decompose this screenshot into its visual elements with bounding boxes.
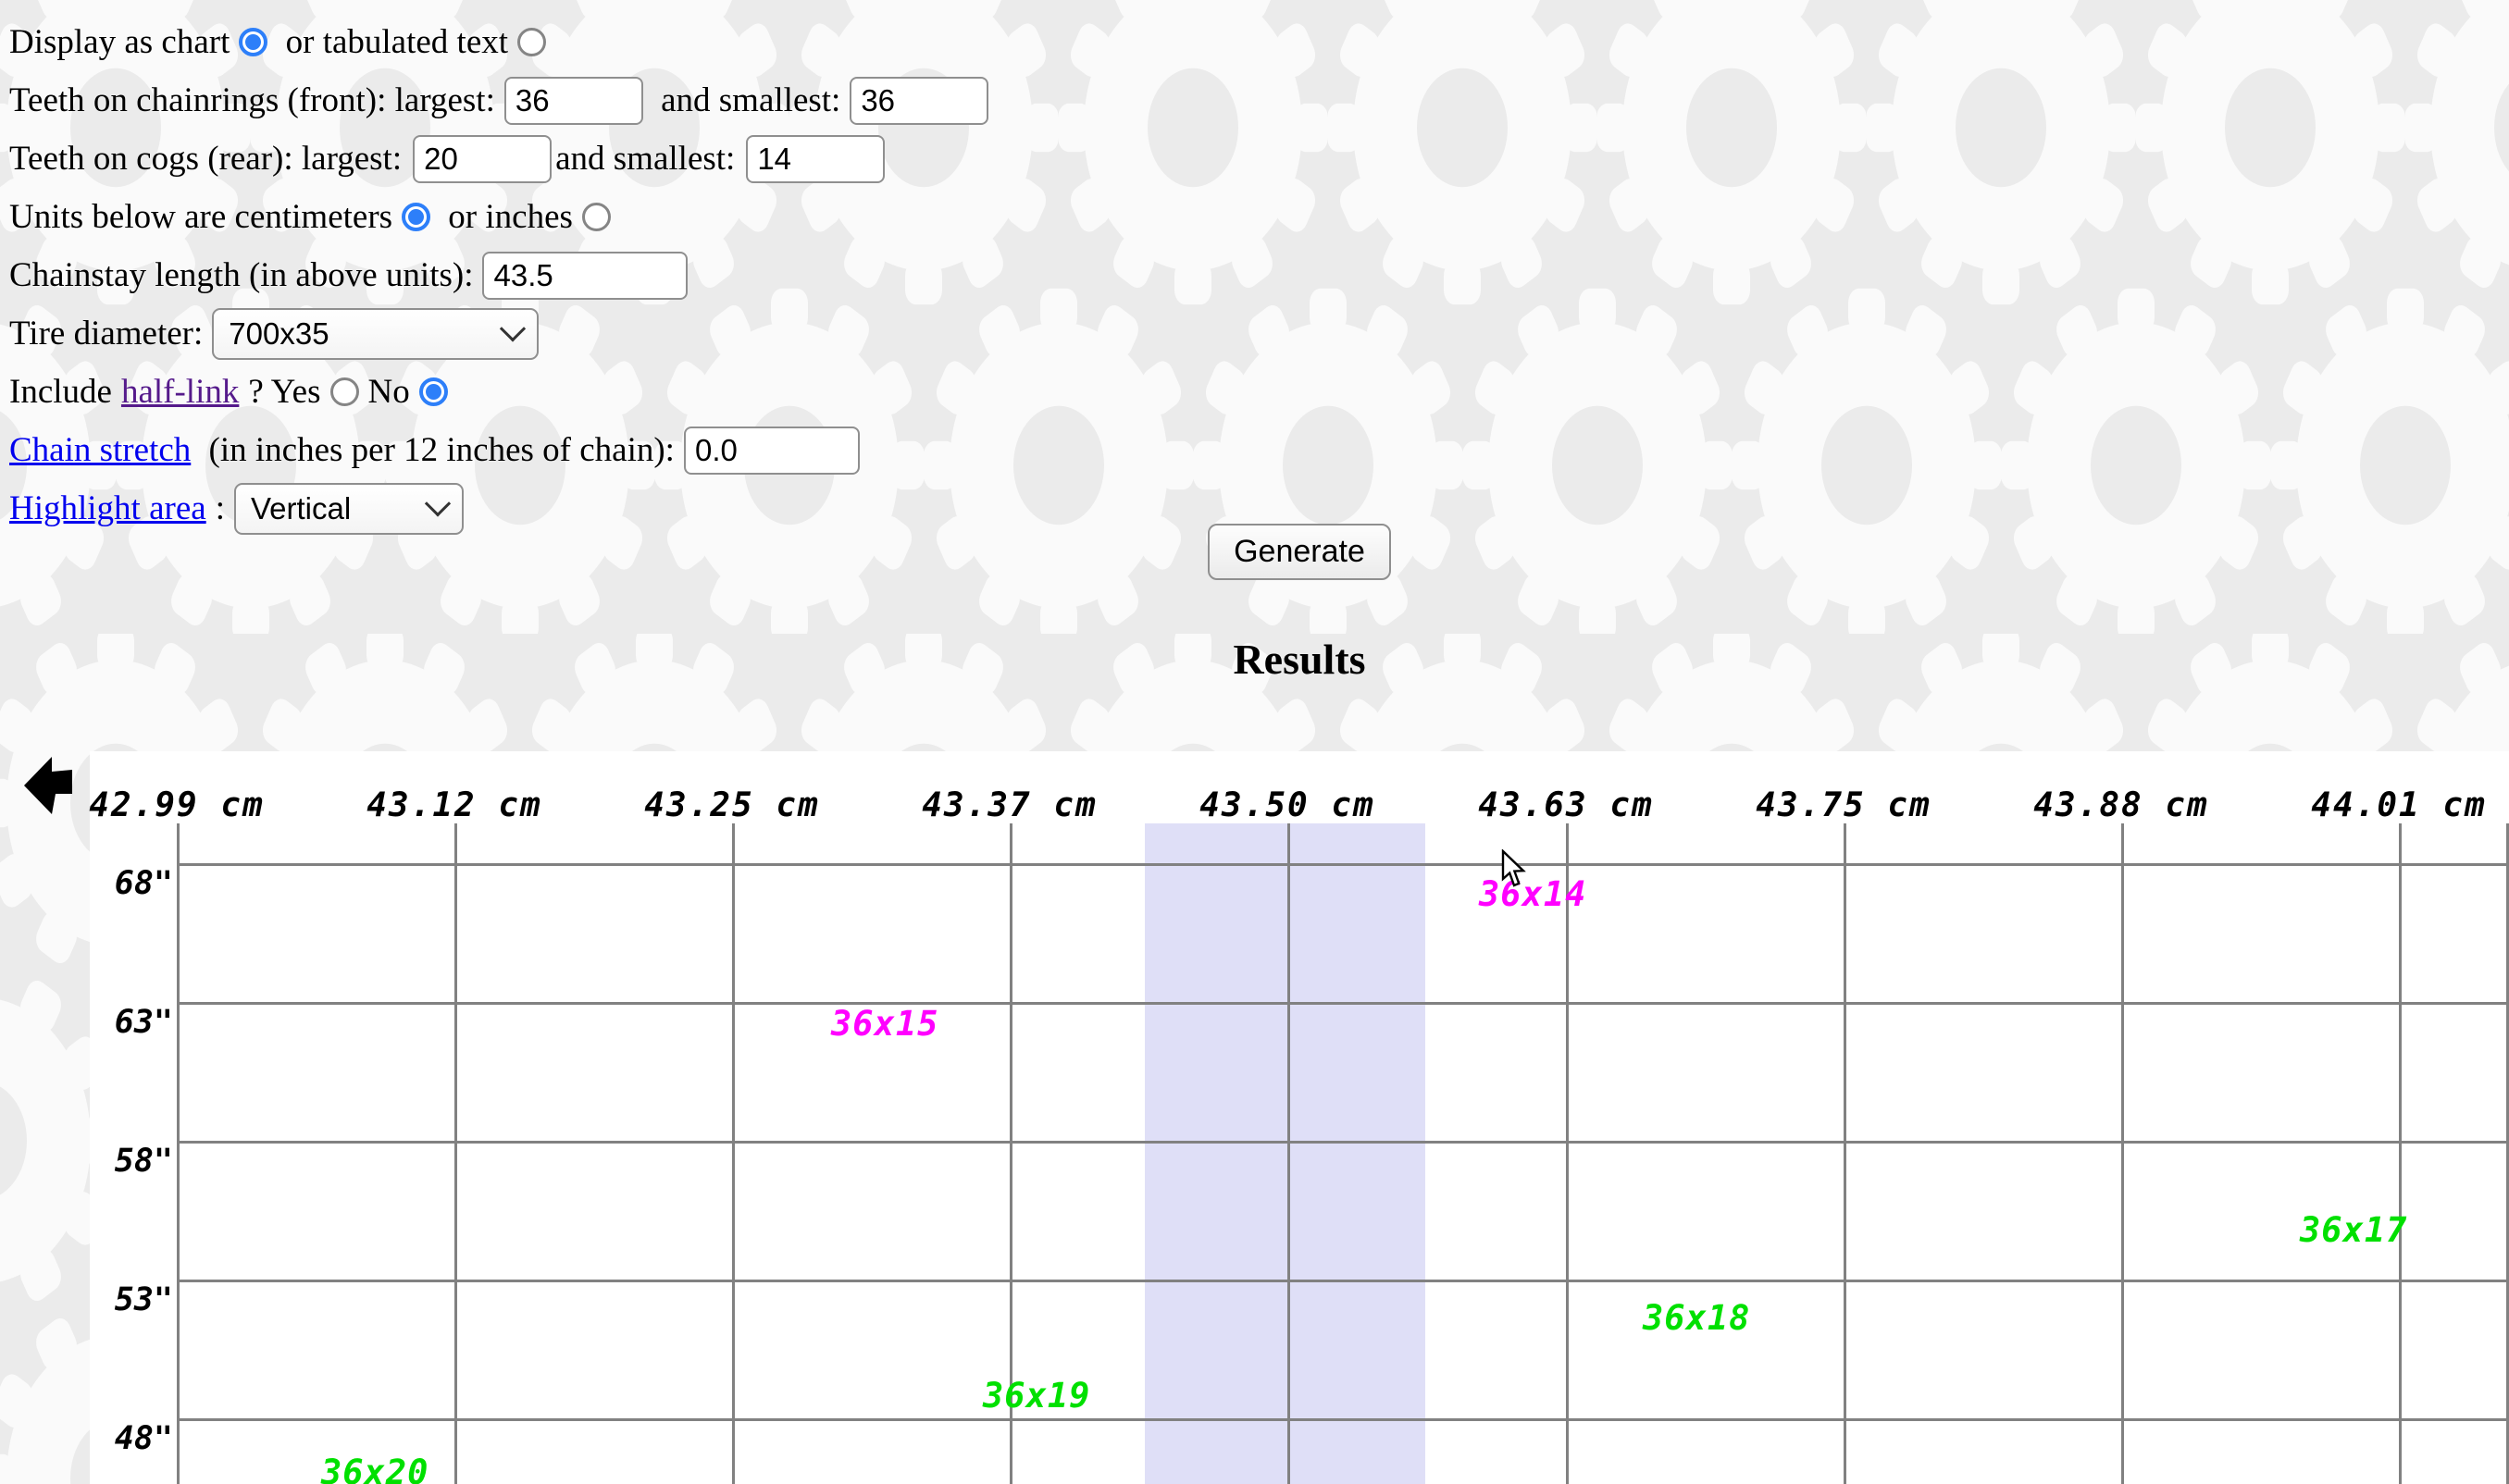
chainstay-label: Chainstay length (in above units): [9, 256, 474, 294]
chainstay-row: Chainstay length (in above units): [9, 246, 988, 304]
v-gridline [454, 823, 457, 1484]
halflink-question-label: ? Yes [248, 373, 321, 411]
display-as-chart-label: Display as chart [9, 23, 230, 61]
generate-wrap: Generate [90, 524, 2509, 580]
gear-form: Display as chart or tabulated text Teeth… [9, 13, 989, 538]
highlight-select-value: Vertical [250, 490, 352, 526]
h-gridline [177, 1141, 2509, 1144]
results-title: Results [1233, 636, 1366, 683]
units-cm-label: Units below are centimeters [9, 198, 393, 236]
v-gridline [2121, 823, 2124, 1484]
v-gridline [1010, 823, 1012, 1484]
gear-combo-label: 36x14 [1479, 874, 1587, 914]
x-axis-tick-label: 44.01 cm [2311, 786, 2487, 824]
half-link-link[interactable]: half-link [120, 373, 240, 411]
chainrings-smallest-input[interactable] [850, 76, 989, 125]
v-gridline [1287, 823, 1290, 1484]
chainrings-largest-input[interactable] [503, 76, 643, 125]
units-cm-radio[interactable] [402, 203, 431, 231]
highlight-select[interactable]: Vertical [233, 482, 464, 535]
y-axis-tick-label: 68" [114, 865, 173, 902]
h-gridline [177, 1418, 2509, 1421]
display-mode-row: Display as chart or tabulated text [9, 13, 988, 71]
x-axis-tick-label: 43.75 cm [1756, 786, 1931, 824]
generate-button[interactable]: Generate [1208, 524, 1391, 580]
highlight-band [1145, 823, 1425, 1484]
x-axis-tick-label: 43.37 cm [922, 786, 1098, 824]
highlight-area-link[interactable]: Highlight area [9, 489, 206, 527]
h-gridline [177, 1280, 2509, 1282]
cogs-largest-input[interactable] [413, 134, 553, 183]
x-axis-tick-label: 43.25 cm [644, 786, 820, 824]
gear-chart-canvas: 42.99 cm 43.12 cm 43.25 cm 43.37 cm 43.50 cm… [89, 751, 2509, 1484]
gear-combo-label: 36x15 [831, 1004, 939, 1044]
y-axis-tick-label: 48" [114, 1420, 173, 1457]
x-axis-tick-label: 43.50 cm [1199, 786, 1375, 824]
units-inches-radio[interactable] [581, 203, 611, 231]
chainrings-smallest-label: and smallest: [652, 81, 841, 119]
chainstay-input[interactable] [482, 251, 689, 300]
h-gridline [177, 1002, 2509, 1005]
y-axis-tick-label: 53" [114, 1281, 173, 1318]
display-chart-radio[interactable] [239, 28, 268, 56]
x-axis-tick-label: 43.63 cm [1478, 786, 1654, 824]
tabulated-text-label: or tabulated text [277, 23, 509, 61]
back-arrow-icon[interactable] [24, 757, 74, 816]
cogs-smallest-label: and smallest: [555, 140, 736, 178]
chevron-down-icon [424, 489, 452, 516]
x-axis-tick-label: 43.12 cm [366, 786, 542, 824]
x-axis-tick-label: 42.99 cm [89, 786, 265, 824]
v-gridline [1844, 823, 1846, 1484]
mouse-cursor [1501, 849, 1526, 887]
gear-combo-label: 36x19 [983, 1376, 1091, 1416]
h-gridline [177, 863, 2509, 866]
halflink-no-label: No [367, 373, 410, 411]
v-gridline [177, 823, 180, 1484]
gear-combo-label: 36x18 [1643, 1298, 1751, 1338]
units-inches-label: or inches [440, 198, 573, 236]
tire-select-value: 700x35 [229, 315, 329, 351]
display-tabulated-radio[interactable] [517, 28, 547, 56]
tire-select[interactable]: 700x35 [212, 307, 540, 360]
cogs-row: Teeth on cogs (rear): largest: and small… [9, 130, 988, 188]
chainrings-label: Teeth on chainrings (front): largest: [9, 81, 495, 119]
cogs-label: Teeth on cogs (rear): largest: [9, 140, 403, 178]
include-label: Include [9, 373, 112, 411]
units-row: Units below are centimeters or inches [9, 188, 988, 246]
x-axis-tick-label: 43.88 cm [2033, 786, 2209, 824]
tire-label: Tire diameter: [9, 315, 204, 352]
chain-stretch-input[interactable] [683, 426, 860, 475]
halflink-yes-radio[interactable] [329, 377, 359, 406]
tire-row: Tire diameter: 700x35 [9, 304, 988, 363]
v-gridline [2399, 823, 2402, 1484]
v-gridline [1566, 823, 1569, 1484]
halflink-row: Include half-link? Yes No [9, 363, 988, 421]
y-axis-tick-label: 63" [114, 1004, 173, 1041]
v-gridline [2506, 823, 2509, 1484]
chain-stretch-link[interactable]: Chain stretch [9, 431, 192, 469]
stretch-label: (in inches per 12 inches of chain): [200, 431, 675, 469]
stretch-row: Chain stretch (in inches per 12 inches o… [9, 421, 988, 479]
highlight-colon: : [215, 489, 225, 527]
cogs-smallest-input[interactable] [746, 134, 886, 183]
highlight-row: Highlight area: Vertical [9, 479, 988, 538]
chevron-down-icon [500, 315, 527, 341]
gear-combo-label: 36x20 [321, 1453, 429, 1484]
gear-combo-label: 36x17 [2300, 1210, 2408, 1250]
v-gridline [732, 823, 735, 1484]
chainrings-row: Teeth on chainrings (front): largest: an… [9, 71, 989, 130]
halflink-no-radio[interactable] [418, 377, 448, 406]
y-axis-tick-label: 58" [114, 1143, 173, 1180]
